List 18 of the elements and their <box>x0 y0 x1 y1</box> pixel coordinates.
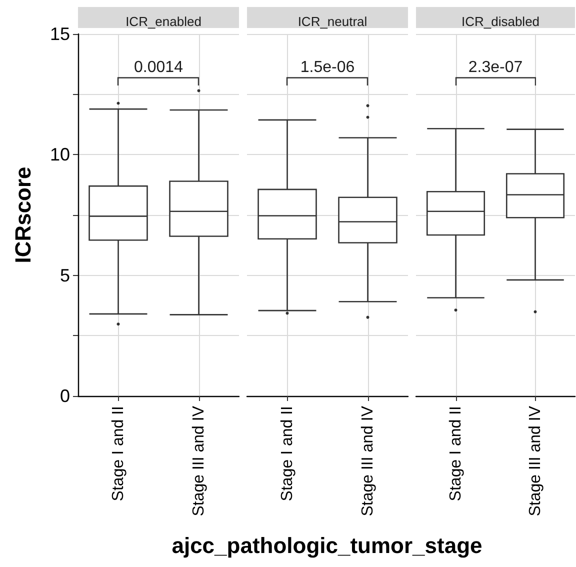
y-tick-label: 15 <box>50 24 70 44</box>
x-tick-label: Stage III and IV <box>359 406 376 516</box>
annotation: 1.5e-06 <box>300 58 355 76</box>
y-tick-label: 0 <box>60 386 70 406</box>
y-tick-label: 5 <box>60 265 70 286</box>
x-tick-label: Stage I and II <box>278 406 296 502</box>
annotation: 2.3e-07 <box>468 58 523 76</box>
chart-title: ICR_disabled <box>461 14 540 29</box>
x-axis-title: ajcc_pathologic_tumor_stage <box>170 533 484 559</box>
y-tick-label: 10 <box>50 144 70 165</box>
x-tick-label: Stage III and IV <box>190 406 208 516</box>
x-tick-label: Stage I and II <box>110 406 127 502</box>
x-tick-label: Stage I and II <box>447 406 464 502</box>
chart-title: ICR_enabled <box>126 14 202 29</box>
x-tick-label: Stage III and IV <box>526 406 544 516</box>
chart-title: ICR_neutral <box>298 14 368 29</box>
annotation: 0.0014 <box>134 58 184 76</box>
y-axis-title: ICRscore <box>10 166 36 264</box>
